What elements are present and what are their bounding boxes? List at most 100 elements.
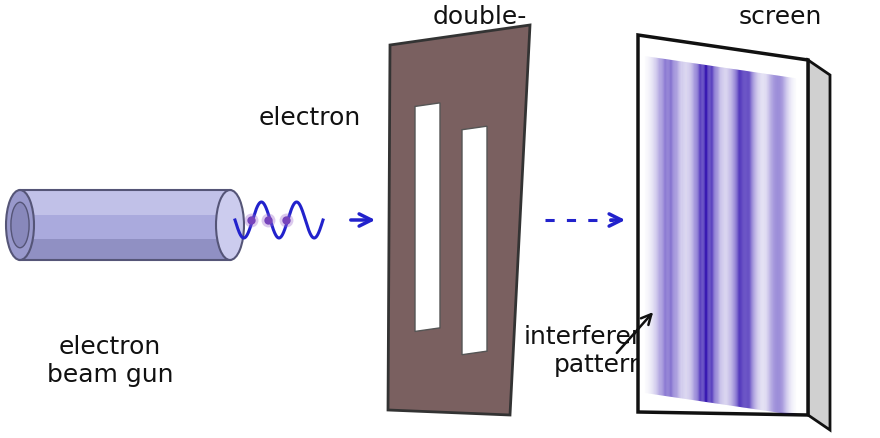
Polygon shape [462,126,487,355]
Polygon shape [700,64,701,401]
Polygon shape [685,62,686,399]
Polygon shape [678,61,679,398]
Polygon shape [740,70,741,407]
Polygon shape [682,61,683,399]
Polygon shape [762,73,763,410]
Polygon shape [716,67,718,404]
Polygon shape [769,74,770,411]
Polygon shape [656,58,658,395]
Polygon shape [777,75,778,413]
Polygon shape [649,57,650,394]
Polygon shape [727,68,728,405]
Polygon shape [765,74,766,411]
Polygon shape [787,77,788,414]
Polygon shape [770,74,771,412]
Polygon shape [653,57,655,394]
Polygon shape [696,64,698,401]
Polygon shape [672,60,673,397]
Polygon shape [718,67,719,404]
Polygon shape [767,74,768,411]
Polygon shape [666,59,667,396]
Polygon shape [686,62,687,399]
Polygon shape [692,63,693,400]
Polygon shape [677,61,678,398]
Polygon shape [752,72,753,409]
Polygon shape [694,63,695,400]
Polygon shape [731,69,732,406]
Polygon shape [728,68,729,406]
Polygon shape [749,71,750,409]
Polygon shape [693,63,694,400]
Polygon shape [664,59,665,396]
Polygon shape [733,69,735,406]
Polygon shape [745,71,747,408]
Polygon shape [684,62,686,399]
Polygon shape [778,76,780,413]
Bar [20,190,230,260]
Polygon shape [788,77,789,414]
Polygon shape [790,78,791,414]
Polygon shape [735,69,736,406]
Polygon shape [688,62,689,399]
Polygon shape [658,58,659,395]
Polygon shape [771,74,772,412]
Polygon shape [683,62,684,399]
Polygon shape [783,76,784,413]
Polygon shape [741,70,743,407]
Polygon shape [686,62,687,399]
Polygon shape [747,71,748,408]
Bar [20,190,230,215]
Polygon shape [701,64,702,402]
Polygon shape [722,67,724,405]
Polygon shape [724,67,725,405]
Polygon shape [655,57,656,395]
Polygon shape [675,60,676,398]
Polygon shape [723,67,724,405]
Polygon shape [784,77,785,413]
Polygon shape [702,64,704,402]
Ellipse shape [6,190,34,260]
Polygon shape [659,58,660,395]
Polygon shape [663,59,664,396]
Polygon shape [744,71,745,408]
Polygon shape [768,74,769,411]
Polygon shape [736,69,737,406]
Polygon shape [762,73,763,410]
Text: electron: electron [259,106,361,130]
Polygon shape [782,76,783,413]
Polygon shape [766,74,767,411]
Polygon shape [667,59,669,396]
Polygon shape [652,57,653,394]
Polygon shape [754,72,756,409]
Polygon shape [743,71,744,407]
Polygon shape [705,65,706,402]
Polygon shape [758,73,759,410]
Polygon shape [415,103,440,332]
Polygon shape [698,64,699,401]
Polygon shape [706,65,708,402]
Text: electron
beam gun: electron beam gun [47,335,173,387]
Polygon shape [750,71,752,409]
Polygon shape [757,72,758,410]
Polygon shape [671,60,672,397]
Polygon shape [761,73,762,410]
Polygon shape [689,63,691,400]
Text: interference
pattern: interference pattern [524,325,677,377]
Ellipse shape [11,202,29,248]
Polygon shape [695,64,696,401]
Polygon shape [773,75,774,412]
Polygon shape [791,78,792,415]
Polygon shape [691,63,692,400]
Polygon shape [660,58,662,396]
Polygon shape [730,69,731,406]
Polygon shape [711,66,712,403]
Polygon shape [687,62,689,399]
Text: screen: screen [738,5,822,29]
Polygon shape [725,68,726,405]
Polygon shape [679,61,680,398]
Polygon shape [708,65,709,403]
Polygon shape [780,76,781,413]
Polygon shape [726,68,728,405]
Polygon shape [669,60,670,397]
Polygon shape [726,68,727,405]
